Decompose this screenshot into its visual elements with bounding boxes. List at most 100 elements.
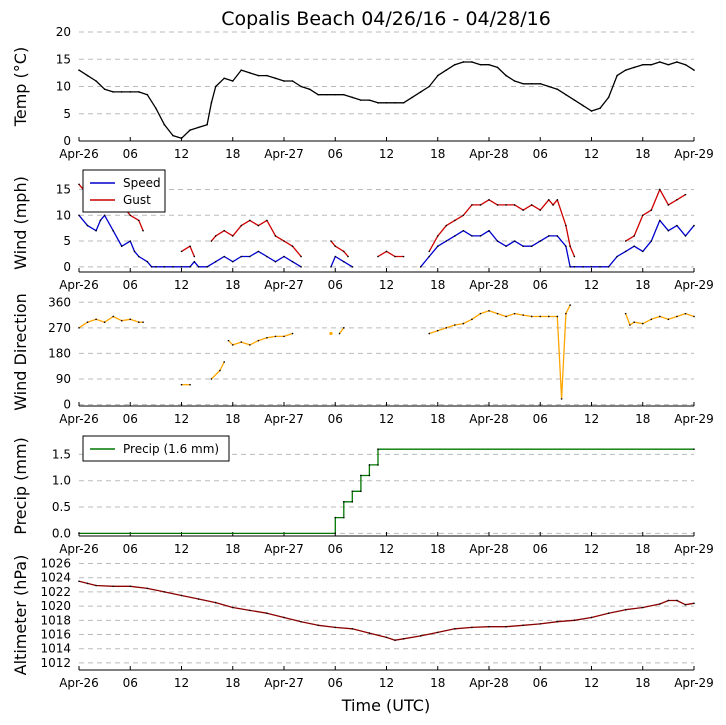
data-point: [172, 266, 174, 268]
x-tick-label: 18: [430, 412, 445, 426]
x-tick-label: 06: [533, 147, 548, 161]
data-point: [569, 266, 571, 268]
data-point: [334, 626, 337, 629]
y-tick-label: 15: [56, 182, 71, 196]
data-point: [616, 255, 618, 258]
data-point: [112, 585, 114, 588]
data-point: [351, 266, 354, 268]
x-tick-label: 12: [379, 676, 394, 690]
data-point: [684, 63, 687, 66]
y-tick-label: 0: [63, 260, 71, 274]
panel-direction: 0 90 180 270 360 Apr-26 06 12 18 Apr-27 06 12 18 Apr-…: [11, 293, 714, 426]
data-point: [479, 63, 482, 66]
x-tick-label: Apr-27: [264, 147, 304, 161]
data-point: [180, 250, 183, 253]
data-point: [488, 309, 490, 312]
data-point: [385, 102, 388, 104]
x-tick-label: Apr-29: [674, 676, 714, 690]
series-line-gust: [625, 188, 686, 242]
y-tick-label: 15: [56, 52, 71, 66]
data-point: [667, 229, 670, 232]
x-tick-label: 12: [379, 412, 394, 426]
y-tick-label: 90: [56, 372, 71, 386]
panel-wind: 0 5 10 15 Apr-26 06 12 18 Apr-27 06 12 18 Apr-28 06 12…: [11, 169, 714, 292]
data-point: [291, 80, 294, 82]
data-point: [539, 82, 542, 85]
data-point: [368, 474, 371, 477]
data-point: [428, 332, 431, 335]
data-point: [137, 255, 140, 258]
data-point: [142, 321, 144, 323]
data-point: [103, 88, 106, 91]
data-point: [462, 322, 465, 325]
x-tick-label: 06: [123, 412, 138, 426]
x-tick-label: 18: [430, 542, 445, 556]
y-tick-label: 10: [56, 80, 71, 94]
data-point: [402, 255, 405, 258]
data-point: [317, 93, 319, 96]
data-point: [377, 255, 379, 258]
data-point: [274, 335, 277, 338]
x-tick-label: 06: [533, 412, 548, 426]
x-tick-label: Apr-26: [59, 278, 99, 292]
data-point: [377, 102, 379, 104]
x-tick-label: 18: [635, 676, 650, 690]
data-point: [120, 245, 123, 248]
data-point: [240, 255, 243, 258]
data-point: [684, 193, 687, 196]
data-point: [641, 606, 644, 609]
data-point: [189, 266, 191, 268]
series-line-speed: [330, 255, 353, 268]
x-tick-label: 06: [328, 542, 343, 556]
data-point: [95, 229, 97, 232]
data-point: [368, 632, 371, 634]
data-point: [206, 266, 208, 268]
data-point: [693, 224, 695, 227]
data-point: [163, 266, 166, 268]
x-tick-label: Apr-27: [264, 542, 304, 556]
data-point: [569, 245, 571, 248]
data-point: [368, 99, 371, 101]
data-point: [560, 398, 563, 400]
data-point: [266, 219, 268, 222]
data-point: [599, 266, 601, 268]
data-point: [385, 636, 388, 639]
data-point: [283, 255, 285, 258]
series-line-gust: [377, 250, 404, 258]
data-point: [556, 88, 559, 91]
data-point: [436, 245, 439, 248]
y-tick-label: 0: [63, 398, 71, 412]
y-tick-label: 1016: [40, 628, 71, 642]
x-tick-label: 12: [584, 147, 599, 161]
x-tick-label: 18: [225, 412, 240, 426]
data-point: [556, 198, 559, 201]
series-line-gust: [330, 240, 349, 257]
data-point: [547, 315, 550, 318]
data-point: [214, 260, 217, 263]
x-tick-label: 12: [174, 412, 189, 426]
data-point: [633, 321, 636, 323]
data-point: [445, 327, 448, 329]
data-point: [565, 245, 567, 248]
y-tick-label: 1.0: [52, 474, 71, 488]
data-point: [539, 209, 542, 211]
x-tick-label: 06: [328, 278, 343, 292]
x-tick-label: Apr-26: [59, 542, 99, 556]
y-axis-label: Temp (°C): [11, 47, 30, 127]
data-point: [377, 464, 379, 466]
data-point: [462, 214, 465, 217]
data-point: [78, 580, 80, 583]
data-point: [659, 188, 661, 191]
data-point: [505, 625, 507, 628]
data-point: [650, 318, 653, 321]
y-tick-label: 1026: [40, 557, 71, 571]
data-point: [112, 229, 114, 232]
data-point: [86, 582, 89, 585]
data-point: [231, 260, 234, 263]
data-point: [351, 490, 354, 493]
data-point: [257, 224, 260, 227]
data-point: [283, 240, 285, 242]
data-point: [274, 235, 277, 237]
data-point: [556, 235, 559, 237]
x-tick-label: Apr-29: [674, 147, 714, 161]
